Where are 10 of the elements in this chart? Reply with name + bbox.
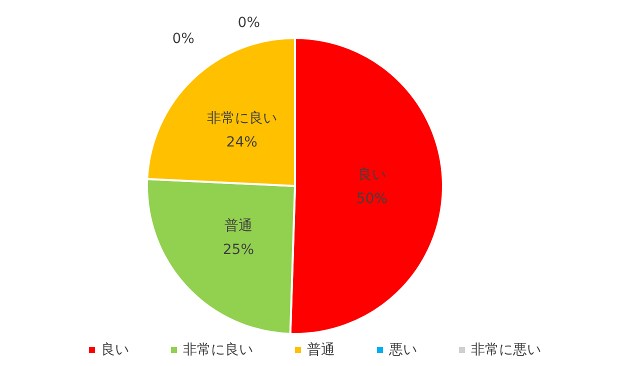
- legend-label: 非常に悪い: [471, 342, 541, 358]
- data-label: 良い 50%: [356, 167, 388, 208]
- data-label: 普通 25%: [222, 217, 254, 258]
- legend-label: 良い: [101, 342, 129, 358]
- legend-label: 非常に良い: [183, 342, 253, 358]
- text: 0%: [172, 31, 194, 47]
- data-label: 非常に良い 24%: [206, 110, 277, 150]
- legend-label: 普通: [307, 341, 335, 358]
- legend-label: 悪い: [388, 342, 417, 358]
- text: 0%: [238, 15, 260, 31]
